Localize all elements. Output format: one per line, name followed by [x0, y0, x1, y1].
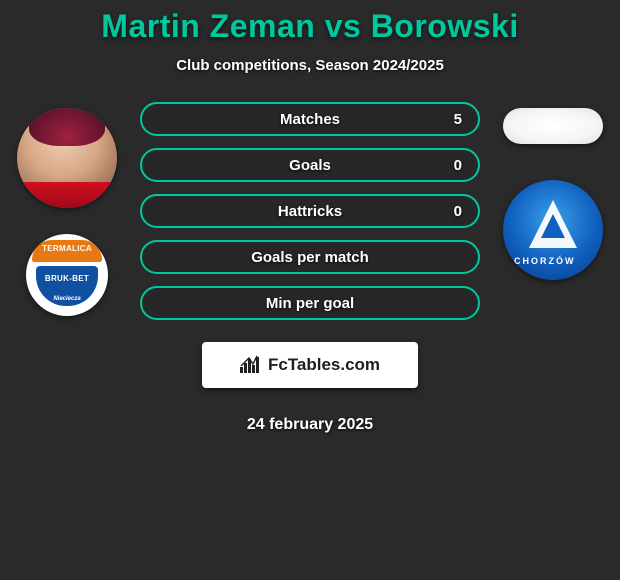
stat-right-value: 0 — [454, 203, 462, 220]
player-left-avatar — [17, 108, 117, 208]
stat-row-goals: Goals 0 — [140, 148, 480, 182]
club-left-label-bottom: Nieciecza — [53, 296, 80, 302]
source-logo-text: FcTables.com — [268, 355, 380, 375]
stat-label: Goals — [289, 157, 331, 174]
main-row: TERMALICA BRUK-BET Nieciecza Matches 5 G… — [0, 102, 620, 434]
stat-row-mpg: Min per goal — [140, 286, 480, 320]
stat-label: Goals per match — [251, 249, 369, 266]
club-badge-left: TERMALICA BRUK-BET Nieciecza — [26, 234, 108, 316]
source-logo-box: FcTables.com — [202, 342, 418, 388]
subtitle: Club competitions, Season 2024/2025 — [0, 57, 620, 74]
stat-row-hattricks: Hattricks 0 — [140, 194, 480, 228]
stat-row-matches: Matches 5 — [140, 102, 480, 136]
stat-label: Matches — [280, 111, 340, 128]
stat-right-value: 5 — [454, 111, 462, 128]
stats-column: Matches 5 Goals 0 Hattricks 0 Goals per … — [126, 102, 494, 434]
player-right-avatar-placeholder — [503, 108, 603, 144]
player-right-column: CHORZÓW — [494, 102, 612, 280]
player-left-column: TERMALICA BRUK-BET Nieciecza — [8, 102, 126, 316]
stat-label: Hattricks — [278, 203, 342, 220]
page-title: Martin Zeman vs Borowski — [0, 8, 620, 45]
club-left-label-mid: BRUK-BET — [45, 274, 89, 283]
club-right-ring-text: CHORZÓW — [514, 256, 576, 266]
stat-right-value: 0 — [454, 157, 462, 174]
stat-row-gpm: Goals per match — [140, 240, 480, 274]
comparison-card: Martin Zeman vs Borowski Club competitio… — [0, 0, 620, 580]
date-label: 24 february 2025 — [247, 416, 373, 434]
club-left-label-top: TERMALICA — [42, 244, 92, 253]
club-badge-right: CHORZÓW — [503, 180, 603, 280]
stat-label: Min per goal — [266, 295, 354, 312]
bar-chart-icon — [240, 355, 262, 375]
